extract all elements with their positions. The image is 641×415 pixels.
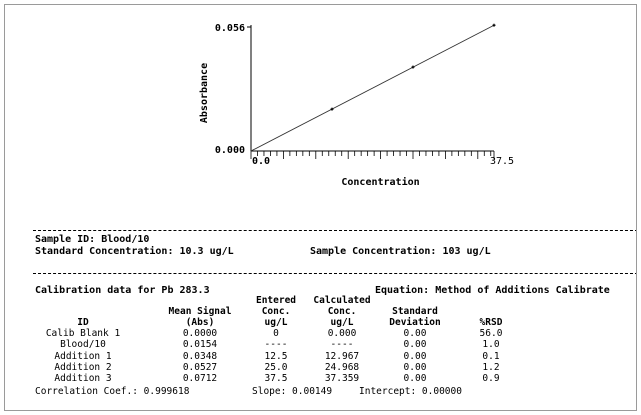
row-mean-signal: 0.0000 <box>182 328 218 339</box>
data-points <box>330 23 496 111</box>
sample-id: Sample ID: Blood/10 <box>35 234 150 245</box>
col-header-entered-conc: Entered <box>255 295 297 306</box>
chart-labels: 0.056 0.000 0.0 37.5 Concentration Absorbance <box>199 23 514 188</box>
col-header-calc-conc: ug/L <box>330 317 354 328</box>
col-header-mean-signal: Mean Signal <box>168 306 232 317</box>
row-rsd: 1.0 <box>482 339 500 351</box>
fit-line <box>250 24 495 152</box>
row-entered-conc: 37.5 <box>264 373 288 385</box>
divider-bottom <box>33 273 636 274</box>
calibration-title: Calibration data for Pb 283.3 <box>35 285 210 296</box>
row-entered-conc: 0 <box>273 328 279 339</box>
report-frame: 0.056 0.000 0.0 37.5 Concentration Absorbance… <box>4 4 637 411</box>
row-entered-conc: 25.0 <box>264 361 288 373</box>
row-entered-conc: ---- <box>264 339 288 351</box>
x-axis-ticks <box>250 151 495 159</box>
row-calc-conc: 37.359 <box>324 373 360 385</box>
col-header-entered-conc: ug/L <box>264 317 288 328</box>
x-axis-label: Concentration <box>341 176 419 188</box>
row-rsd: 0.9 <box>482 373 500 385</box>
col-header-std-dev: Deviation <box>389 317 441 328</box>
row-id: Addition 1 <box>54 350 112 362</box>
col-header-id: ID <box>77 317 89 328</box>
row-entered-conc: 12.5 <box>264 350 288 362</box>
chart-axes <box>247 25 494 152</box>
row-rsd: 56.0 <box>479 328 503 339</box>
col-header-rsd: %RSD <box>479 317 503 328</box>
row-id: Addition 2 <box>54 361 112 373</box>
x-tick-label-end: 37.5 <box>490 156 514 167</box>
data-point-3 <box>492 23 496 27</box>
equation-label: Equation: Method of Additions Calibrate <box>375 285 610 296</box>
x-tick-label-start: 0.0 <box>252 156 270 167</box>
data-point-1 <box>330 107 334 111</box>
standard-concentration: Standard Concentration: 10.3 ug/L <box>35 246 234 257</box>
y-axis-label: Absorbance <box>199 63 210 123</box>
slope-value: Slope: 0.00149 <box>252 386 333 397</box>
row-rsd: 0.1 <box>482 350 500 362</box>
col-header-std-dev: Standard <box>392 306 438 317</box>
row-id: Blood/10 <box>60 339 106 351</box>
sample-concentration: Sample Concentration: 103 ug/L <box>310 246 491 257</box>
fit-line-group <box>250 24 495 152</box>
col-header-calc-conc: Calculated <box>313 295 371 306</box>
row-std-dev: 0.00 <box>403 350 427 362</box>
row-mean-signal: 0.0527 <box>182 361 218 373</box>
y-tick-label-bottom: 0.000 <box>215 145 245 156</box>
row-mean-signal: 0.0154 <box>182 339 218 351</box>
divider-top <box>33 230 636 231</box>
data-point-2 <box>411 65 415 69</box>
intercept-value: Intercept: 0.00000 <box>359 386 462 397</box>
row-calc-conc: ---- <box>330 339 354 351</box>
row-id: Addition 3 <box>54 373 112 385</box>
col-header-mean-signal: (Abs) <box>185 317 215 328</box>
calibration-chart: 0.056 0.000 0.0 37.5 Concentration Absorbance <box>199 23 514 188</box>
row-calc-conc: 24.968 <box>324 361 360 373</box>
row-std-dev: 0.00 <box>403 373 427 385</box>
row-id: Calib Blank 1 <box>45 328 121 339</box>
row-std-dev: 0.00 <box>403 328 427 339</box>
row-calc-conc: 0.000 <box>327 328 357 339</box>
y-tick-label-top: 0.056 <box>215 23 245 34</box>
row-calc-conc: 12.967 <box>324 350 360 362</box>
col-header-calc-conc: Conc. <box>327 306 357 317</box>
row-mean-signal: 0.0348 <box>182 350 218 362</box>
row-std-dev: 0.00 <box>403 339 427 351</box>
row-std-dev: 0.00 <box>403 361 427 373</box>
col-header-entered-conc: Conc. <box>261 306 291 317</box>
row-mean-signal: 0.0712 <box>182 373 218 385</box>
correlation-coef: Correlation Coef.: 0.999618 <box>35 386 190 397</box>
row-rsd: 1.2 <box>482 361 500 373</box>
